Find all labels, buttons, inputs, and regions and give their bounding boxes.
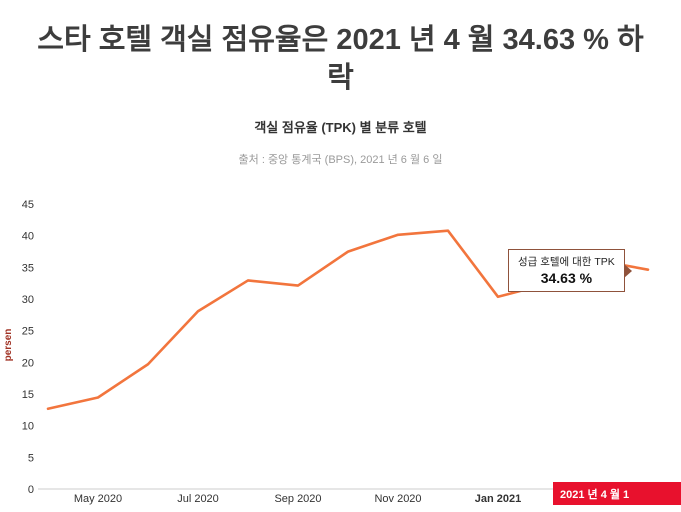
y-axis-tick: 35 <box>22 262 34 274</box>
page-title: 스타 호텔 객실 점유율은 2021 년 4 월 34.63 % 하락 <box>37 24 644 94</box>
annotation-label: 성급 호텔에 대한 TPK <box>518 256 615 268</box>
y-axis-tick: 0 <box>28 484 34 496</box>
y-axis-tick: 25 <box>22 326 34 338</box>
y-axis-tick: 20 <box>22 357 34 369</box>
x-axis-tick: Jan 2021 <box>475 493 521 505</box>
annotation-box: 성급 호텔에 대한 TPK 34.63 % <box>508 249 632 292</box>
y-axis-tick: 45 <box>22 199 34 211</box>
x-axis-tick: Jul 2020 <box>177 493 219 505</box>
y-axis-tick: 15 <box>22 389 34 401</box>
x-axis-tick: Nov 2020 <box>374 493 421 505</box>
x-axis-tick: Sep 2020 <box>274 493 321 505</box>
y-axis-tick: 40 <box>22 231 34 243</box>
y-axis-tick: 30 <box>22 294 34 306</box>
chart-source: 출처 : 중앙 통계국 (BPS), 2021 년 6 월 6 일 <box>238 154 443 167</box>
occupancy-line-chart: 0 5 10 15 20 25 30 35 40 45 May 2020 Jul 2020 Sep 20… <box>3 199 681 505</box>
y-axis-tick: 5 <box>28 452 34 464</box>
chart-subtitle: 객실 점유율 (TPK) 별 분류 호텔 <box>254 120 427 136</box>
highlight-date-badge <box>553 482 681 505</box>
x-axis-tick: May 2020 <box>74 493 122 505</box>
y-axis-title: persen <box>3 329 14 362</box>
highlight-date-label: 2021 년 4 월 1 <box>560 487 629 501</box>
y-axis-tick: 10 <box>22 421 34 433</box>
annotation-value: 34.63 % <box>540 270 593 286</box>
